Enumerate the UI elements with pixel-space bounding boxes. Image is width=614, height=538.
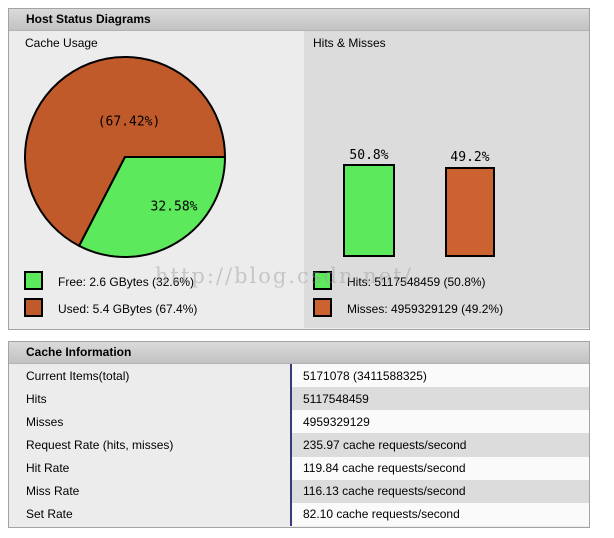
host-status-section: Host Status Diagrams Cache Usage (67.42%… bbox=[8, 8, 590, 330]
row-label: Misses bbox=[9, 410, 290, 434]
pie-slice-used bbox=[24, 56, 227, 248]
cache-information-section: Cache Information Current Items(total) 5… bbox=[8, 341, 590, 528]
row-label: Miss Rate bbox=[9, 479, 290, 503]
host-status-header: Host Status Diagrams bbox=[9, 9, 589, 31]
bar bbox=[445, 167, 495, 257]
row-label: Current Items(total) bbox=[9, 364, 290, 388]
row-label: Hit Rate bbox=[9, 456, 290, 480]
used-legend-label: Used: 5.4 GBytes (67.4%) bbox=[58, 302, 198, 316]
row-value: 235.97 cache requests/second bbox=[290, 433, 589, 457]
pie-slice-free bbox=[77, 156, 227, 258]
misses-color-swatch bbox=[313, 298, 332, 317]
pie-free-percent-label: 32.58% bbox=[150, 199, 198, 215]
hits-misses-title: Hits & Misses bbox=[313, 36, 386, 50]
free-color-swatch bbox=[24, 271, 43, 290]
cache-usage-title: Cache Usage bbox=[25, 36, 98, 50]
cache-information-header: Cache Information bbox=[9, 342, 589, 364]
row-value: 82.10 cache requests/second bbox=[290, 502, 589, 526]
row-value: 119.84 cache requests/second bbox=[290, 456, 589, 480]
row-label: Request Rate (hits, misses) bbox=[9, 433, 290, 457]
table-row: Current Items(total) 5171078 (3411588325… bbox=[9, 364, 589, 388]
table-row: Hits 5117548459 bbox=[9, 387, 589, 411]
table-row: Set Rate 82.10 cache requests/second bbox=[9, 502, 589, 526]
free-legend-label: Free: 2.6 GBytes (32.6%) bbox=[58, 275, 195, 289]
cache-information-table: Current Items(total) 5171078 (3411588325… bbox=[9, 364, 589, 526]
row-value: 4959329129 bbox=[290, 410, 589, 434]
used-color-swatch bbox=[24, 298, 43, 317]
row-value: 116.13 cache requests/second bbox=[290, 479, 589, 503]
hits-bar-percent-label: 50.8% bbox=[349, 148, 389, 163]
row-value: 5171078 (3411588325) bbox=[290, 364, 589, 388]
table-row: Request Rate (hits, misses) 235.97 cache… bbox=[9, 433, 589, 457]
hits-misses-panel: Hits & Misses 50.8% 49.2% Hits: 51175484… bbox=[304, 31, 589, 328]
row-value: 5117548459 bbox=[290, 387, 589, 411]
row-label: Set Rate bbox=[9, 502, 290, 526]
cache-usage-pie-chart bbox=[24, 56, 227, 258]
hits-color-swatch bbox=[313, 271, 332, 290]
bar bbox=[343, 164, 395, 257]
table-row: Misses 4959329129 bbox=[9, 410, 589, 434]
misses-bar-percent-label: 49.2% bbox=[450, 150, 490, 165]
row-label: Hits bbox=[9, 387, 290, 411]
pie-used-percent-label: (67.42%) bbox=[97, 114, 161, 130]
table-row: Miss Rate 116.13 cache requests/second bbox=[9, 479, 589, 503]
diagram-panels: Cache Usage (67.42%) 32.58% Free: 2.6 GB… bbox=[9, 31, 589, 328]
misses-legend-label: Misses: 4959329129 (49.2%) bbox=[347, 302, 504, 316]
table-row: Hit Rate 119.84 cache requests/second bbox=[9, 456, 589, 480]
hits-legend-label: Hits: 5117548459 (50.8%) bbox=[347, 275, 486, 289]
cache-usage-panel: Cache Usage (67.42%) 32.58% Free: 2.6 GB… bbox=[9, 31, 304, 328]
